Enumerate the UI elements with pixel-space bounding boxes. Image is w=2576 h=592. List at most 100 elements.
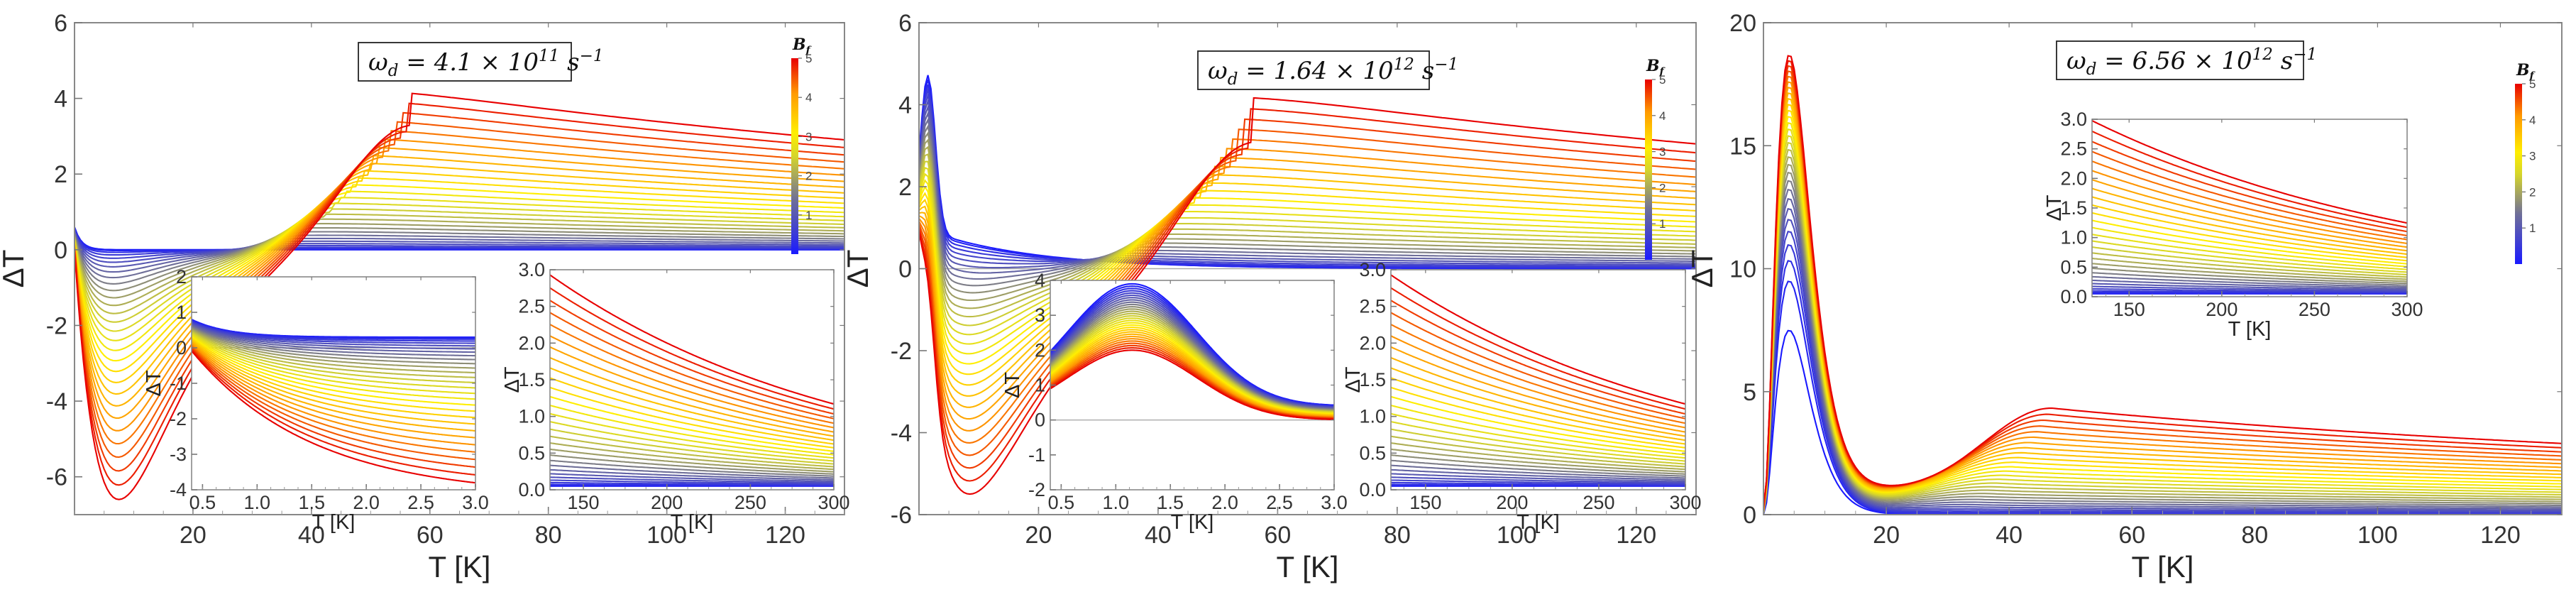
- inset-a2-ytick-label: 1.0: [518, 406, 545, 427]
- inset-b2-curves: [1391, 274, 1685, 487]
- panel-b-main-series-curve: [919, 153, 1696, 318]
- panel-label-box: [1197, 50, 1430, 90]
- inset-a1-series-curve: [192, 347, 475, 468]
- colorbar-tick-label: 1: [805, 209, 812, 222]
- inset-a2-series-curve: [550, 476, 834, 483]
- inset-c1-series-curve: [2092, 120, 2407, 224]
- inset-a1-series-curve: [192, 336, 475, 406]
- panel-a-main-xlabel: T [K]: [429, 550, 491, 583]
- panel-b-main-series-curve: [919, 179, 1696, 355]
- colorbar-tick-label: 1: [2529, 221, 2536, 235]
- colorbar-tick-label: 4: [805, 91, 812, 104]
- inset-c1-xtick-label: 250: [2299, 299, 2330, 320]
- panel-a-main-series-curve: [75, 231, 844, 263]
- panel-b-main-ytick-label: -6: [891, 502, 912, 529]
- panel-c-main-series-curve: [1763, 156, 2562, 513]
- panel-b-main-series-curve: [919, 138, 1696, 302]
- inset-a1-series-curve: [192, 322, 475, 344]
- panel-c-main-xtick-label: 80: [2241, 522, 2268, 549]
- panel-b-main-ytick-label: -2: [891, 338, 912, 365]
- panel-a-main-xtick-label: 120: [765, 522, 805, 549]
- inset-a2-series-curve: [550, 312, 834, 420]
- panel-c-main-series-curve: [1763, 148, 2562, 513]
- panel-c-main-ytick-label: 10: [1729, 256, 1756, 283]
- panel-b-main-xlabel: T [K]: [1277, 550, 1339, 583]
- inset-a2: 150 200 250 300 0.0 0.5 1.0 1.5 2.0 2.5 3.0 T [K] ΔT: [501, 259, 850, 534]
- inset-a1-xtick-label: 0.5: [189, 492, 216, 513]
- inset-b1-ytick-label: -2: [1028, 479, 1045, 500]
- inset-b2-series-curve: [1391, 274, 1685, 405]
- inset-b2-ytick-label: 1.0: [1359, 406, 1386, 427]
- panel-a-main-xtick-label: 100: [646, 522, 687, 549]
- inset-a1-series-curve: [192, 326, 475, 361]
- colorbar-title-symbol: B: [2516, 61, 2530, 80]
- inset-a2-xlabel: T [K]: [671, 511, 714, 534]
- inset-a2-curves: [550, 274, 834, 487]
- inset-a2-ytick-label: 2.5: [518, 296, 545, 317]
- inset-b2-series-curve: [1391, 287, 1685, 410]
- inset-c1-series-curve: [2092, 179, 2407, 248]
- inset-b2-series-curve: [1391, 454, 1685, 475]
- inset-b1-xtick-label: 2.0: [1211, 492, 1238, 513]
- inset-b2-ytick-label: 3.0: [1359, 259, 1386, 280]
- panel-b-main-series-curve: [919, 185, 1696, 365]
- panel-c-main-series-curve: [1763, 197, 2562, 514]
- inset-a1-xlabel: T [K]: [312, 511, 356, 534]
- panel-b-main-series-curve: [919, 146, 1696, 309]
- panel-c-main-series-curve: [1763, 280, 2562, 515]
- label-unit-exponent: −1: [580, 47, 604, 65]
- panel-c-main-series-curve: [1763, 180, 2562, 514]
- panel-c-main-series-curve: [1763, 135, 2562, 512]
- inset-b1-xlabel: T [K]: [1171, 511, 1214, 534]
- panel-c-main-series-curve: [1763, 163, 2562, 513]
- inset-a1-bg: [192, 277, 475, 490]
- colorbar-tick-label: 4: [2529, 114, 2536, 127]
- inset-a1-series-curve: [192, 322, 475, 347]
- colorbar-tick-label: 3: [805, 130, 812, 143]
- inset-a1-xtick-label: 3.0: [462, 492, 489, 513]
- label-symbol: ω: [368, 48, 388, 77]
- inset-c1-xlabel: T [K]: [2228, 318, 2272, 341]
- inset-b1-ytick-label: 0: [1035, 410, 1045, 431]
- panel-b-main-series-curve: [919, 75, 1696, 270]
- inset-c1-xtick-label: 150: [2113, 299, 2145, 320]
- inset-a2-series-curve: [550, 479, 834, 485]
- inset-b2-series-curve: [1391, 386, 1685, 449]
- panel-label: ωd = 4.1 × 1011 s−1: [368, 47, 603, 80]
- colorbar-tick-label: 4: [1659, 109, 1666, 123]
- inset-b1-xtick-label: 1.0: [1103, 492, 1130, 513]
- panel-b-main-xtick-label: 60: [1264, 522, 1291, 549]
- inset-b2-series-curve: [1391, 468, 1685, 481]
- inset-a2-ytick-label: 0.5: [518, 442, 545, 464]
- inset-a2-ytick-label: 2.0: [518, 332, 545, 353]
- inset-c1-series-curve: [2092, 283, 2407, 291]
- panel-c-main-xtick-label: 20: [1873, 522, 1900, 549]
- inset-c1-xtick-label: 200: [2206, 299, 2238, 320]
- inset-b2-series-curve: [1391, 346, 1685, 433]
- label-unit: s: [559, 48, 579, 77]
- inset-a1: 0.5 1.0 1.5 2.0 2.5 3.0 -4 -3 -2 -1 0 1 2 T [K] ΔT: [143, 266, 489, 534]
- inset-c1-series-curve: [2092, 212, 2407, 262]
- colorbar-title-sub: f: [2529, 70, 2536, 82]
- inset-a2-series-curve: [550, 335, 834, 429]
- inset-b2-series-curve: [1391, 367, 1685, 442]
- label-prefix: = 1.64 × 10: [1238, 57, 1393, 85]
- inset-c1-series-curve: [2092, 226, 2407, 268]
- label-subscript: d: [1228, 70, 1238, 89]
- panel-label-box: [358, 42, 572, 82]
- inset-b2-series-curve: [1391, 448, 1685, 473]
- inset-b2-xtick-label: 150: [1409, 492, 1441, 513]
- label-prefix: = 6.56 × 10: [2096, 47, 2252, 75]
- panel-b-main-series-curve: [919, 157, 1696, 420]
- inset-c1-series-curve: [2092, 275, 2407, 288]
- panel-c-main-series-curve: [1763, 141, 2562, 513]
- panel-b-main-series-curve: [919, 92, 1696, 267]
- panel-b-main-series-curve: [919, 104, 1696, 269]
- panel-b-main-xtick-label: 40: [1145, 522, 1172, 549]
- inset-c1-series-curve: [2092, 252, 2407, 278]
- label-unit-exponent: −1: [2293, 45, 2317, 64]
- panel-b-main-series-curve: [919, 111, 1696, 274]
- colorbar-gradient: [1645, 80, 1652, 260]
- inset-c1-series-curve: [2092, 150, 2407, 237]
